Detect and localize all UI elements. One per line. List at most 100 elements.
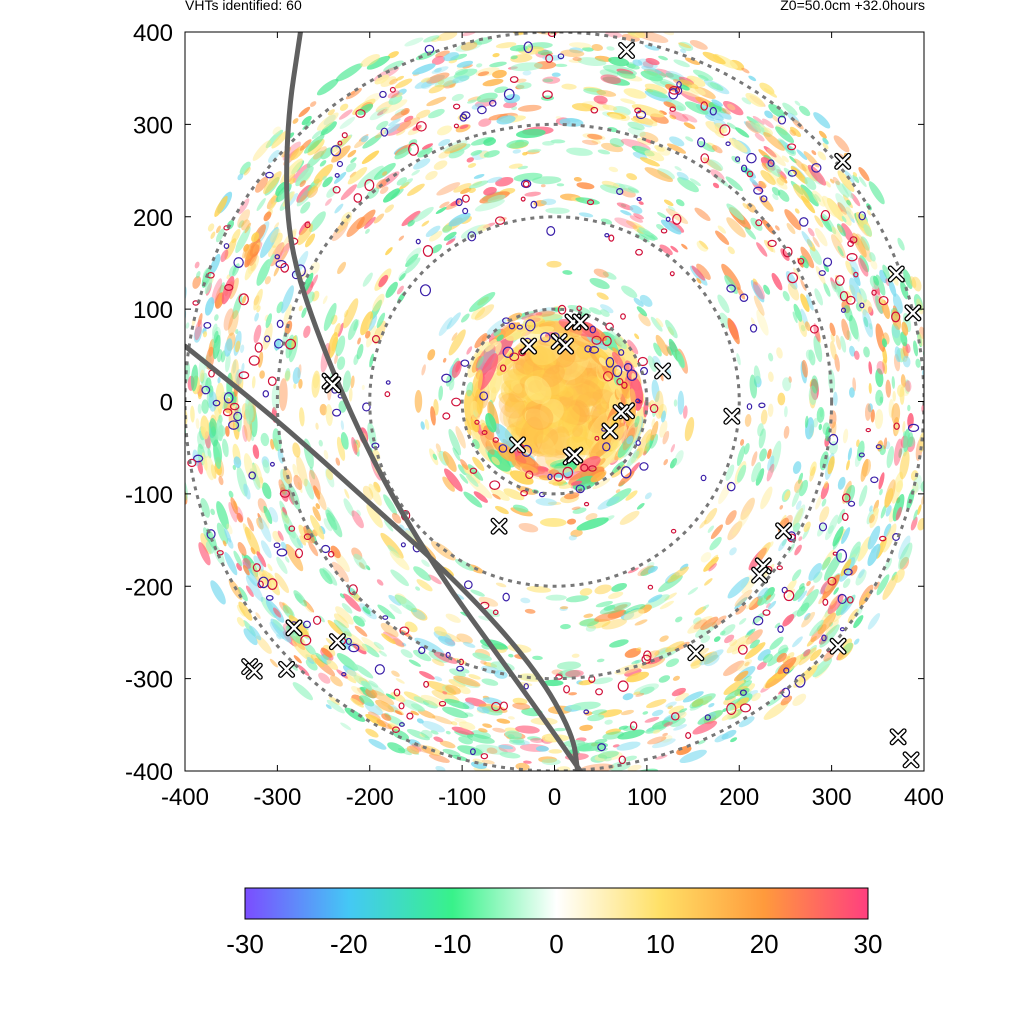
field-blob [348, 387, 353, 402]
field-blob [600, 304, 614, 314]
vorticity-contour [422, 245, 434, 257]
colorbar-tick-label: 30 [854, 929, 883, 959]
field-blob [383, 494, 398, 516]
field-blob [415, 586, 421, 591]
field-blob [774, 622, 781, 629]
field-blob [573, 177, 582, 182]
field-blob [174, 374, 179, 384]
field-blob [732, 528, 738, 536]
vorticity-contour [647, 584, 654, 590]
field-blob [524, 772, 536, 779]
field-blob [185, 475, 188, 501]
field-blob [492, 727, 506, 733]
field-blob [413, 158, 431, 170]
field-blob [589, 307, 602, 315]
field-blob [932, 426, 937, 434]
field-blob [768, 352, 774, 362]
field-blob [495, 582, 507, 588]
field-blob [607, 15, 633, 28]
field-blob [806, 580, 811, 587]
vorticity-contour [276, 548, 288, 557]
field-blob [663, 199, 674, 207]
field-blob [634, 333, 640, 340]
field-blob [269, 658, 278, 668]
field-blob [707, 525, 715, 533]
field-blob [444, 468, 463, 492]
field-blob [606, 46, 615, 51]
field-blob [496, 334, 504, 342]
field-blob [592, 389, 615, 404]
colorbar-tick-label: 20 [750, 929, 779, 959]
field-blob [337, 261, 347, 275]
vorticity-contour [636, 196, 642, 202]
field-blob [434, 676, 443, 682]
field-blob [829, 322, 836, 337]
colorbar-tick-label: -20 [330, 929, 368, 959]
field-blob [744, 442, 750, 455]
field-blob [185, 286, 187, 307]
vht-marker [618, 41, 636, 59]
field-blob [524, 608, 536, 614]
field-blob [478, 353, 499, 391]
field-blob [737, 287, 746, 300]
field-blob [717, 225, 727, 234]
field-blob [929, 409, 934, 421]
field-blob [596, 292, 609, 300]
field-blob [842, 428, 849, 444]
field-blob [738, 618, 747, 625]
y-tick-label: 0 [160, 390, 173, 417]
field-blob [543, 364, 560, 375]
field-blob [357, 337, 361, 345]
field-blob [521, 312, 543, 320]
vorticity-contour [461, 194, 470, 203]
field-blob [593, 346, 615, 371]
field-blob [777, 392, 786, 406]
field-blob [548, 749, 563, 754]
y-tick-label: 300 [133, 112, 173, 139]
field-blob [365, 228, 370, 234]
field-blob [404, 528, 417, 541]
field-blob [595, 601, 613, 608]
field-blob [570, 529, 583, 538]
field-blob [550, 17, 562, 22]
field-blob [713, 636, 721, 642]
field-blob [491, 456, 500, 466]
field-blob [642, 711, 649, 715]
field-blob [278, 378, 288, 412]
field-blob [598, 357, 607, 367]
field-blob [492, 493, 501, 500]
field-blob [636, 429, 652, 459]
field-blob [729, 547, 737, 556]
field-blob [585, 625, 597, 632]
field-blob [310, 101, 317, 107]
field-blob [604, 719, 613, 725]
field-blob [476, 63, 483, 68]
field-blob [482, 78, 504, 87]
field-blob [445, 374, 452, 387]
field-blob [558, 483, 573, 489]
vorticity-contour [480, 753, 489, 760]
field-blob [798, 536, 803, 542]
field-blob [451, 332, 458, 341]
field-blob [846, 459, 850, 471]
vorticity-contour [665, 216, 671, 222]
field-blob [768, 371, 774, 382]
vorticity-contour [269, 461, 275, 467]
field-blob [623, 88, 647, 99]
field-blob [545, 459, 557, 465]
y-tick-label: 400 [133, 20, 173, 47]
field-blob [674, 166, 682, 171]
field-blob [540, 184, 546, 188]
vorticity-contour [265, 594, 274, 601]
field-blob [792, 461, 802, 474]
field-blob [551, 72, 561, 77]
field-blob [501, 11, 537, 23]
vorticity-contour [522, 180, 530, 188]
field-blob [176, 426, 186, 445]
field-blob [665, 344, 672, 357]
field-blob [421, 559, 430, 567]
colorbar-tick-label: 0 [549, 929, 563, 959]
field-blob [318, 615, 325, 623]
field-blob [472, 181, 483, 186]
field-blob [892, 390, 896, 402]
